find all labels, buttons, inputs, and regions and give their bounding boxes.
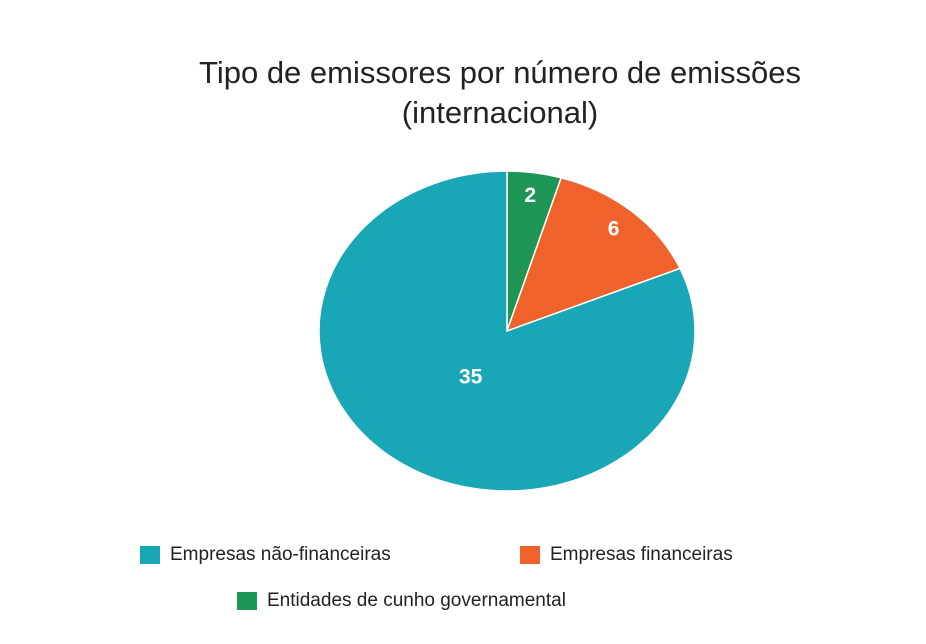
pie-slice	[318, 170, 696, 492]
legend-swatch	[140, 546, 160, 564]
data-label: 35	[459, 365, 483, 388]
legend-label: Entidades de cunho governamental	[267, 590, 566, 611]
pie-slice	[505, 176, 682, 333]
legend-label: Empresas não-financeiras	[170, 544, 391, 565]
legend-swatch	[237, 592, 257, 610]
legend-label: Empresas financeiras	[550, 544, 733, 565]
data-label: 2	[524, 184, 536, 207]
chart-title: (internacional)	[402, 95, 598, 130]
data-label: 6	[608, 217, 620, 240]
legend-swatch	[520, 546, 540, 564]
chart-title: Tipo de emissores por número de emissões	[199, 55, 801, 90]
